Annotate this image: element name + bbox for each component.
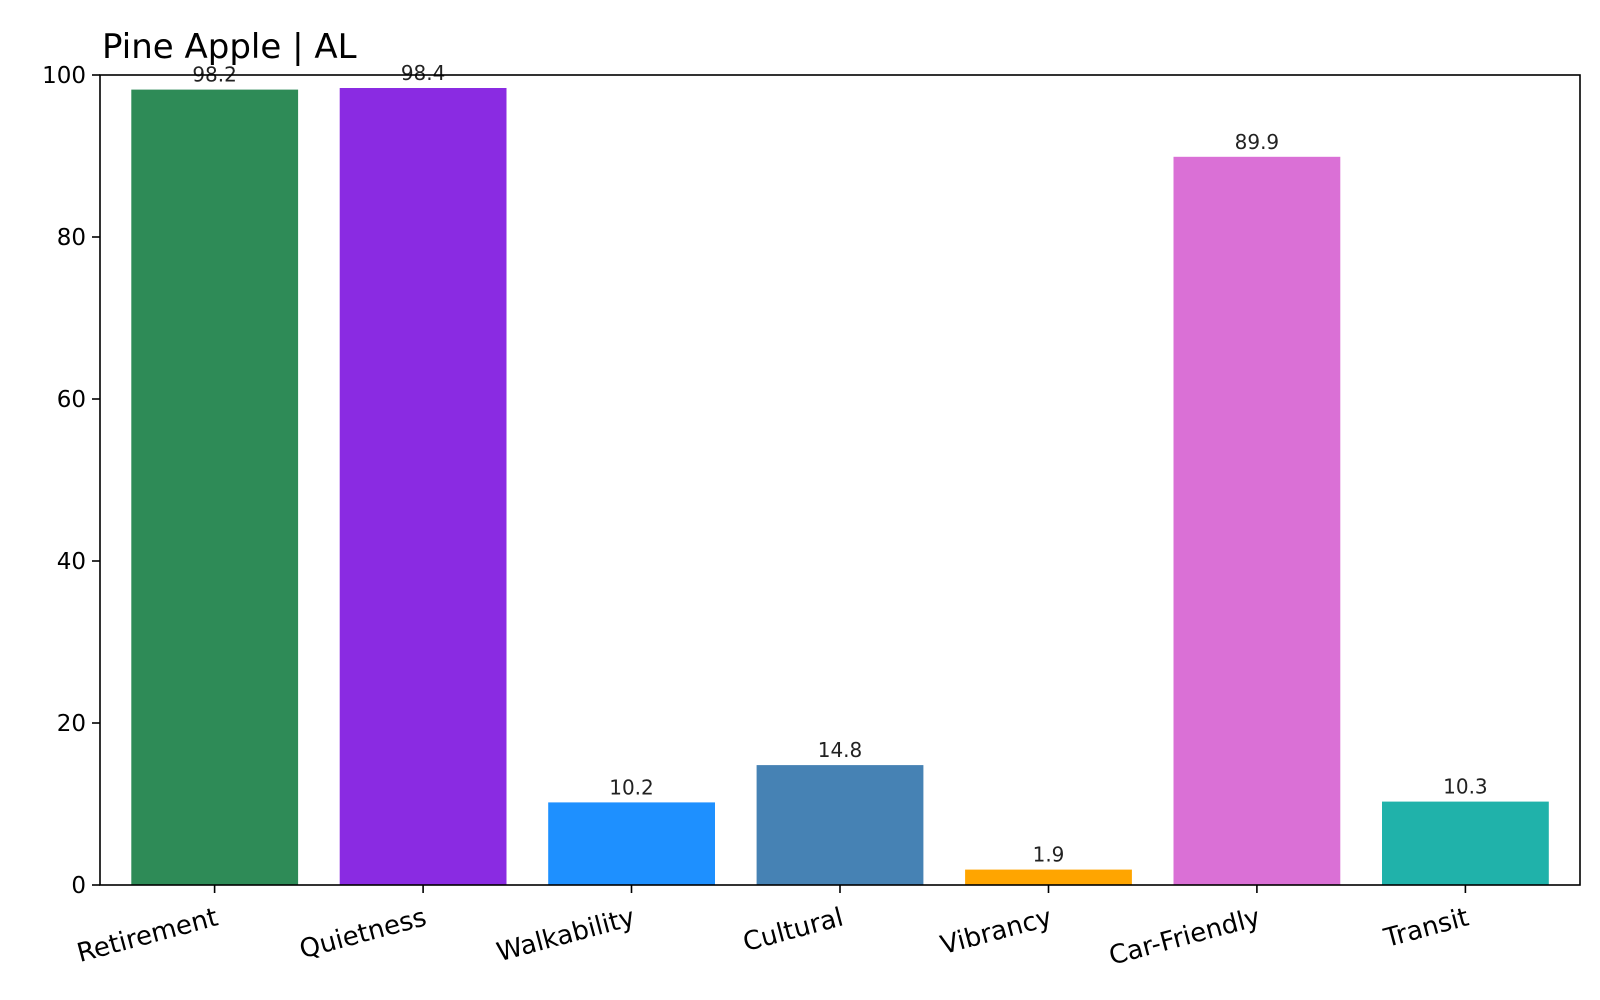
bar-retirement [131, 89, 299, 886]
y-tick-label-0: 0 [71, 873, 86, 899]
y-tick-label-20: 20 [57, 711, 86, 737]
bar-walkability [548, 802, 715, 885]
bar-vibrancy [965, 869, 1132, 885]
x-tick-label-car-friendly: Car-Friendly [1106, 903, 1264, 972]
x-tick-label-walkability: Walkability [494, 903, 638, 969]
y-tick-label-100: 100 [42, 63, 86, 89]
y-tick-label-80: 80 [57, 225, 86, 251]
y-tick-label-60: 60 [57, 387, 86, 413]
y-tick-label-40: 40 [57, 549, 86, 575]
value-label-cultural: 14.8 [818, 738, 863, 762]
x-tick-label-retirement: Retirement [74, 903, 221, 969]
x-axis: Retirement Quietness Walkability Cultural Vi… [74, 885, 1472, 972]
bars-group [131, 88, 1549, 886]
x-tick-label-cultural: Cultural [740, 903, 847, 958]
value-label-vibrancy: 1.9 [1033, 843, 1065, 867]
value-label-transit: 10.3 [1443, 775, 1488, 799]
plot-frame [99, 74, 1581, 886]
value-label-quietness: 98.4 [401, 61, 446, 85]
bar-car-friendly [1173, 156, 1341, 886]
chart-title: Pine Apple | AL [102, 27, 357, 67]
x-tick-label-transit: Transit [1380, 903, 1472, 955]
y-axis: 0 20 40 60 80 100 [42, 63, 100, 899]
bar-cultural [756, 765, 924, 885]
bar-quietness [339, 88, 507, 885]
x-tick-label-quietness: Quietness [296, 903, 429, 966]
value-labels-group: 98.2 98.410.214.81.989.910.3 [192, 61, 1487, 867]
bar-transit [1382, 801, 1549, 885]
value-label-car-friendly: 89.9 [1235, 130, 1280, 154]
value-label-walkability: 10.2 [609, 775, 654, 799]
x-tick-label-vibrancy: Vibrancy [937, 903, 1055, 961]
